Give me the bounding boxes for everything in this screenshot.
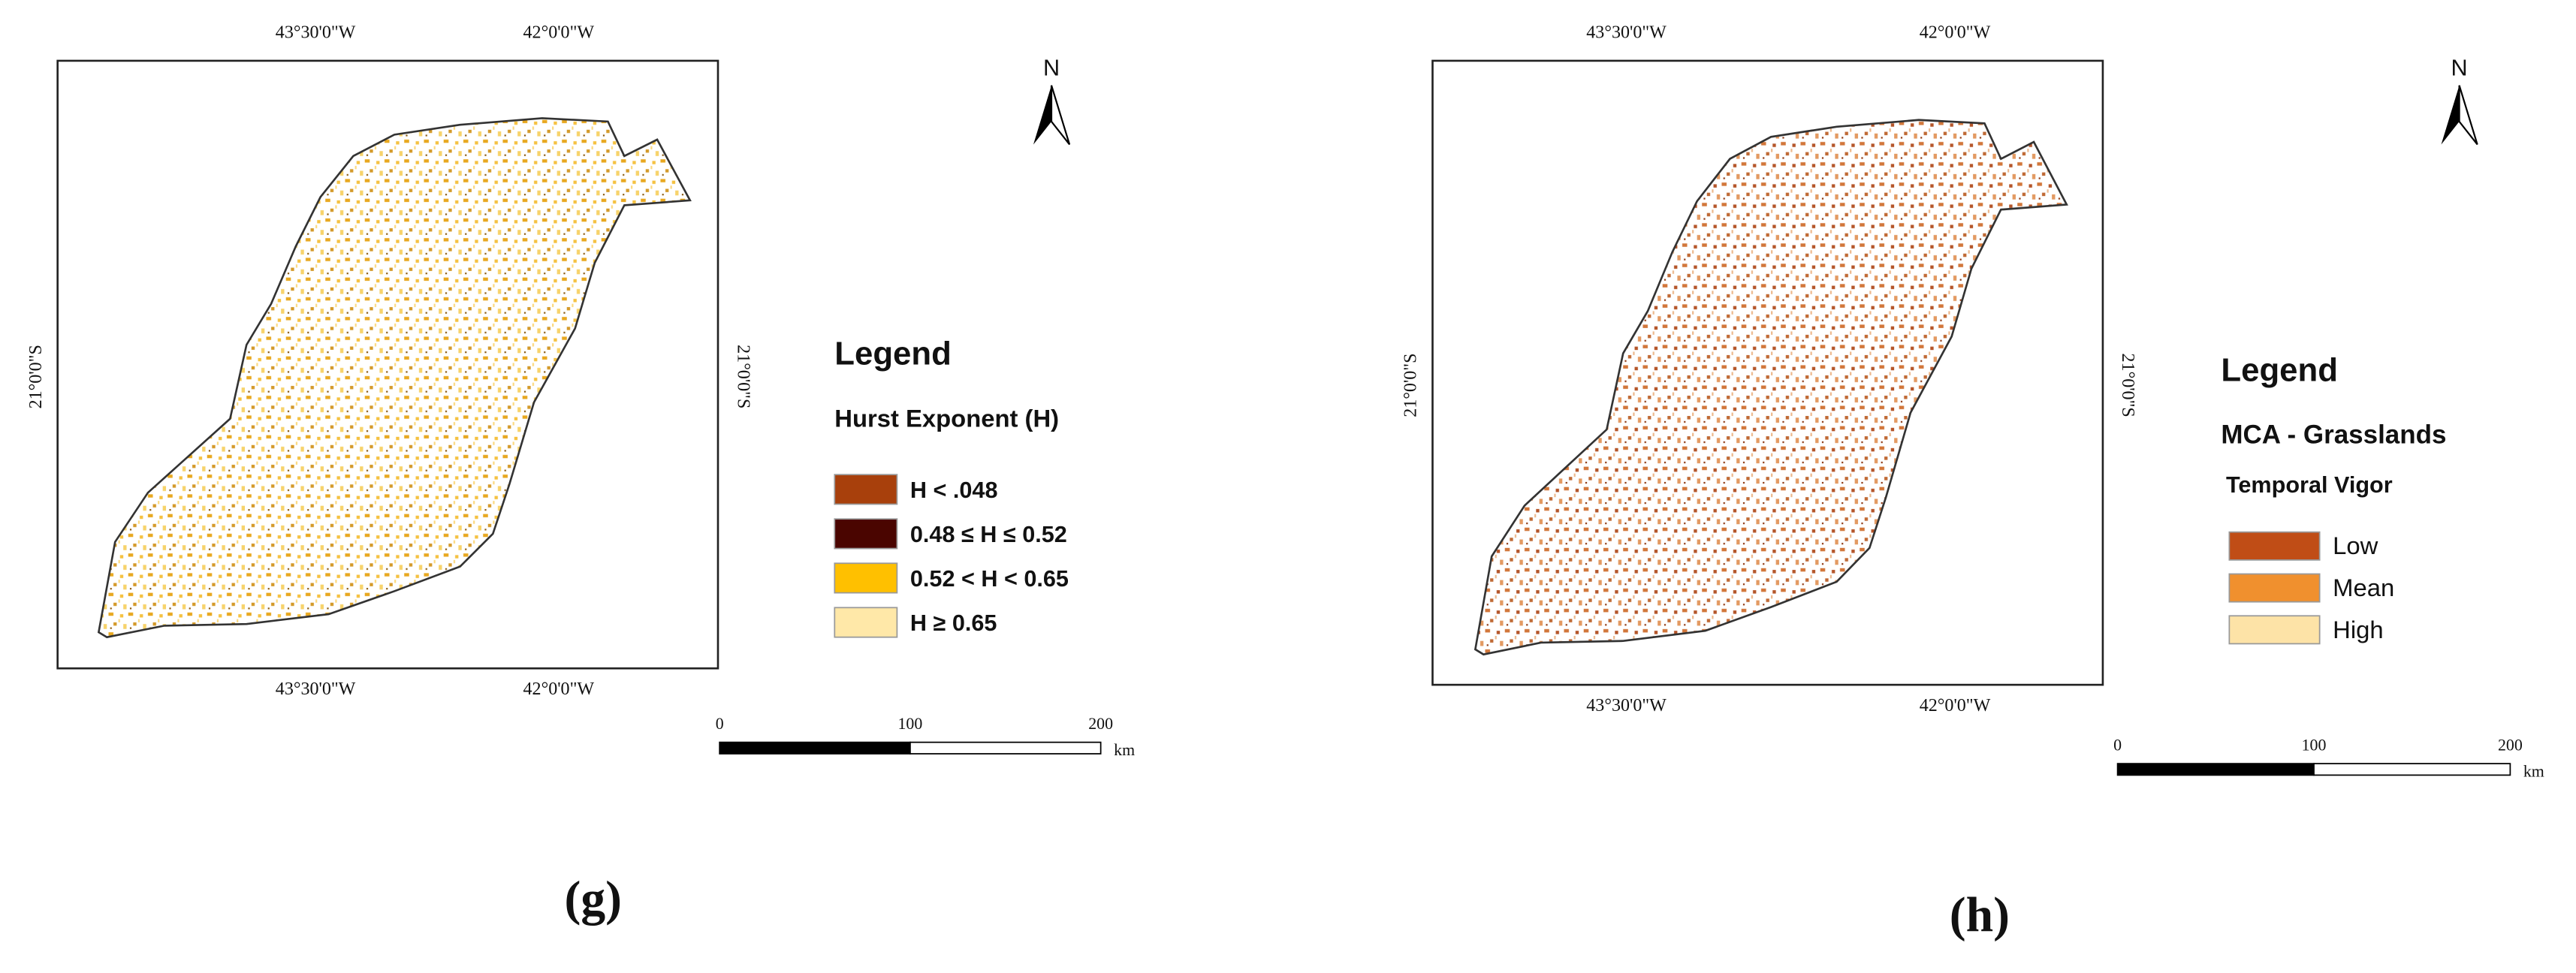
latitude-label: 21°0'0"S (1401, 354, 1421, 417)
legend-label: 0.48 ≤ H ≤ 0.52 (910, 522, 1067, 547)
legend-swatch (834, 562, 898, 594)
scale-unit: km (1114, 741, 1135, 759)
latitude-label: 21°0'0"S (733, 345, 753, 408)
legend-title: Legend (834, 336, 952, 372)
legend-swatch (2228, 531, 2321, 561)
legend-heading: MCA - Grasslands (2221, 420, 2446, 450)
scale-bar (2313, 763, 2511, 776)
scale-bar (909, 741, 1102, 755)
legend-label: 0.52 < H < 0.65 (910, 566, 1069, 592)
longitude-label: 42°0'0"W (1920, 696, 1991, 715)
scale-tick-label: 200 (2498, 737, 2523, 755)
scale-tick-label: 200 (1088, 715, 1113, 733)
north-label: N (2451, 56, 2468, 81)
legend-label: H < .048 (910, 477, 998, 503)
legend-swatch (834, 474, 898, 505)
panel-caption: (h) (1950, 888, 2010, 942)
legend-label: Mean (2333, 574, 2394, 601)
longitude-label: 42°0'0"W (1920, 23, 1991, 42)
longitude-label: 43°30'0"W (276, 23, 356, 42)
scale-tick-label: 0 (716, 715, 724, 733)
longitude-label: 43°30'0"W (1586, 696, 1667, 715)
north-label: N (1043, 56, 1060, 81)
latitude-label: 21°0'0"S (26, 345, 46, 408)
longitude-label: 42°0'0"W (523, 679, 595, 699)
north-arrow (1050, 85, 1071, 146)
legend-label: High (2333, 616, 2383, 643)
legend-title: Legend (2221, 351, 2338, 388)
legend-swatch (834, 518, 898, 550)
longitude-label: 43°30'0"W (276, 679, 356, 699)
legend-label: Low (2333, 532, 2378, 559)
map-panel: 43°30'0"W 42°0'0"W 43°30'0"W 42°0'0"W 21°0'0… (1401, 23, 2544, 942)
north-arrow (2458, 85, 2478, 146)
legend-swatch (2228, 615, 2321, 645)
legend-heading: Hurst Exponent (H) (834, 405, 1059, 432)
scale-bar (2116, 763, 2315, 776)
longitude-label: 42°0'0"W (523, 23, 595, 42)
scale-tick-label: 100 (898, 715, 923, 733)
legend-swatch (2228, 573, 2321, 603)
study-area (97, 117, 692, 639)
latitude-label: 21°0'0"S (2118, 354, 2137, 417)
longitude-label: 43°30'0"W (1586, 23, 1667, 42)
north-arrow (1033, 85, 1052, 145)
scale-tick-label: 0 (2113, 737, 2122, 755)
map-panel: 43°30'0"W 42°0'0"W 43°30'0"W 42°0'0"W 21°0'0… (26, 23, 1135, 926)
study-area (1474, 119, 2068, 656)
north-arrow (2441, 85, 2460, 145)
panel-caption: (g) (564, 872, 622, 926)
legend-subheading: Temporal Vigor (2226, 472, 2393, 498)
scale-bar (719, 741, 911, 755)
scale-unit: km (2523, 763, 2544, 781)
legend-swatch (834, 607, 898, 638)
scale-tick-label: 100 (2302, 737, 2327, 755)
legend-label: H ≥ 0.65 (910, 610, 997, 636)
